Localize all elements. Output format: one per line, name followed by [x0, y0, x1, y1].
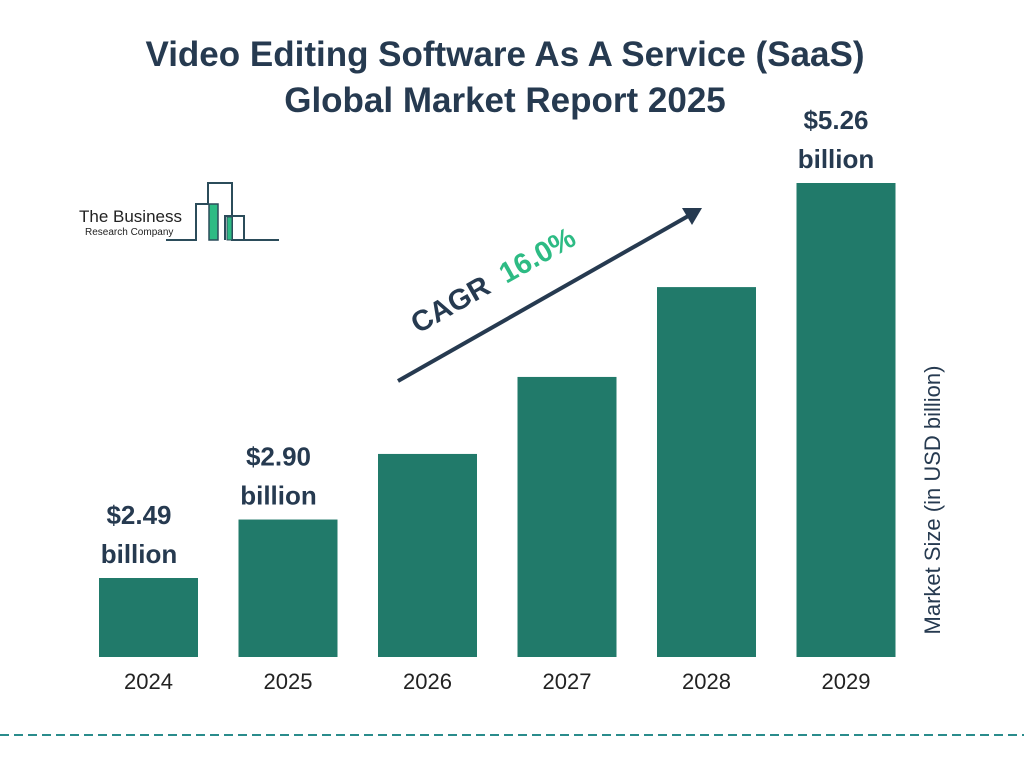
arrow-head-icon [682, 208, 702, 225]
data-label-2025: $2.90 [246, 442, 311, 472]
logo-text-2: Research Company [85, 227, 173, 238]
logo-text-1: The Business [79, 207, 182, 226]
bar-2025 [238, 519, 338, 657]
chart-title: Video Editing Software As A Service (Saa… [0, 32, 1010, 124]
data-label-2029: billion [798, 144, 875, 174]
title-line-1: Video Editing Software As A Service (Saa… [145, 35, 865, 74]
x-tick-label-2027: 2027 [543, 669, 592, 694]
x-tick-label-2024: 2024 [124, 669, 173, 694]
title-line-2: Global Market Report 2025 [284, 81, 726, 120]
cagr-value: 16.0% [494, 222, 582, 290]
data-label-2024: billion [101, 539, 178, 569]
bar-2028 [657, 287, 756, 657]
logo: The Business Research Company [79, 182, 279, 241]
logo-skyline [166, 182, 279, 241]
cagr-label: CAGR [406, 270, 496, 340]
x-tick-label-2026: 2026 [403, 669, 452, 694]
bar-2024 [99, 578, 198, 657]
data-label-2029: $5.26 [803, 105, 868, 135]
bar-2026 [378, 453, 477, 657]
x-tick-label-2025: 2025 [264, 669, 313, 694]
x-tick-label-2028: 2028 [682, 669, 731, 694]
data-label-2024: $2.49 [106, 500, 171, 530]
cagr-annotation: CAGR 16.0% [406, 222, 582, 340]
x-tick-label-2029: 2029 [822, 669, 871, 694]
data-label-2025: billion [240, 481, 317, 511]
logo-bar-1 [208, 203, 219, 241]
bar-2029 [796, 183, 896, 657]
y-axis-label: Market Size (in USD billion) [920, 365, 945, 635]
bar-2027 [517, 376, 617, 657]
cagr-arrow [397, 208, 702, 383]
logo-bar-2 [226, 216, 233, 241]
